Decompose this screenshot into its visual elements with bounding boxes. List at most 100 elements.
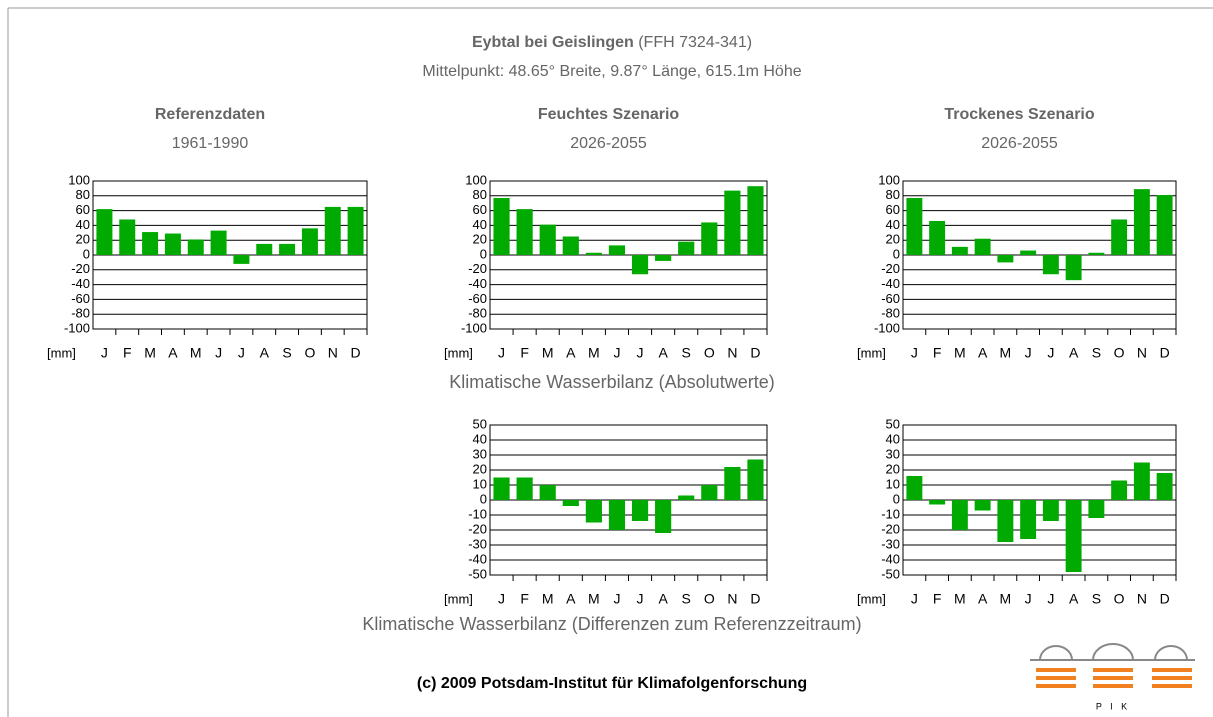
x-tick-label: A <box>1069 345 1079 361</box>
x-tick-label: J <box>637 345 644 361</box>
bar <box>142 232 159 255</box>
bar <box>701 485 718 500</box>
y-tick-label: -50 <box>468 566 487 581</box>
bar <box>562 236 579 255</box>
bar <box>974 238 991 255</box>
bar <box>655 255 672 261</box>
bar <box>279 243 296 255</box>
y-tick-label: 0 <box>83 246 90 261</box>
x-tick-label: A <box>566 591 576 607</box>
chart-title: Feuchtes Szenario <box>538 106 680 123</box>
bar <box>119 219 136 255</box>
bar <box>906 476 923 500</box>
bar <box>631 500 649 521</box>
bar <box>1088 252 1105 255</box>
y-tick-label: -40 <box>881 551 900 566</box>
x-tick-label: J <box>498 345 505 361</box>
x-tick-label: A <box>168 345 178 361</box>
bar <box>701 222 718 255</box>
logo-arch <box>1154 645 1188 661</box>
bar <box>1133 462 1150 500</box>
bar <box>608 245 626 255</box>
header-subtitle: Mittelpunkt: 48.65° Breite, 9.87° Länge,… <box>422 63 801 80</box>
x-tick-label: M <box>542 591 554 607</box>
x-tick-label: J <box>613 345 620 361</box>
y-tick-label: 10 <box>886 476 900 491</box>
y-tick-label: -20 <box>468 521 487 536</box>
y-tick-label: 40 <box>886 217 900 232</box>
x-tick-label: N <box>727 591 737 607</box>
x-tick-label: J <box>1025 591 1032 607</box>
bar <box>997 255 1014 263</box>
chart-title: Trockenes Szenario <box>944 106 1095 123</box>
x-tick-label: O <box>304 345 315 361</box>
x-tick-label: J <box>911 345 918 361</box>
bar <box>324 206 341 255</box>
y-tick-label: -60 <box>71 291 90 306</box>
y-tick-label: 30 <box>473 446 487 461</box>
bar <box>929 500 946 505</box>
y-tick-label: 0 <box>893 491 900 506</box>
x-tick-label: N <box>1137 591 1147 607</box>
y-tick-label: -20 <box>881 521 900 536</box>
bar <box>210 230 227 255</box>
bar <box>1042 500 1059 521</box>
bar <box>678 241 695 255</box>
y-tick-label: 30 <box>886 446 900 461</box>
bar <box>1156 195 1173 255</box>
x-tick-label: D <box>750 591 760 607</box>
y-tick-label: 20 <box>886 461 900 476</box>
bar <box>997 500 1014 542</box>
y-tick-label: 50 <box>473 416 487 431</box>
y-tick-label: 20 <box>886 232 900 247</box>
chart-title: Referenzdaten <box>155 106 265 123</box>
logo-bar <box>1093 684 1133 688</box>
y-tick-label: 40 <box>473 431 487 446</box>
y-tick-label: -80 <box>468 306 487 321</box>
y-tick-label: -30 <box>468 536 487 551</box>
x-tick-label: S <box>1092 591 1101 607</box>
bar <box>1111 219 1128 255</box>
x-tick-label: J <box>613 591 620 607</box>
bar <box>1065 255 1082 281</box>
y-tick-label: -80 <box>71 306 90 321</box>
bar <box>608 500 626 530</box>
bar <box>951 246 968 255</box>
bar <box>347 206 364 255</box>
y-tick-label: -20 <box>881 261 900 276</box>
logo-bar <box>1093 668 1133 672</box>
bar <box>562 500 579 506</box>
y-tick-label: 40 <box>473 217 487 232</box>
y-tick-label: 60 <box>886 202 900 217</box>
chart-subtitle: 2026-2055 <box>570 135 647 152</box>
x-tick-label: F <box>933 591 942 607</box>
x-tick-label: O <box>704 345 715 361</box>
bar <box>164 233 181 255</box>
bar <box>516 477 533 500</box>
logo-bars <box>1036 668 1192 688</box>
y-tick-label: 100 <box>68 172 90 187</box>
logo-bar <box>1036 668 1076 672</box>
y-tick-label: 20 <box>473 461 487 476</box>
bar <box>233 255 250 264</box>
x-tick-label: A <box>658 591 668 607</box>
y-tick-label: 100 <box>878 172 900 187</box>
logo-bar <box>1152 676 1192 680</box>
x-tick-label: A <box>566 345 576 361</box>
bar <box>539 224 556 255</box>
chart-subtitle: 2026-2055 <box>981 135 1058 152</box>
x-tick-label: J <box>238 345 245 361</box>
x-tick-label: A <box>658 345 668 361</box>
x-tick-label: J <box>1047 591 1054 607</box>
y-tick-label: -40 <box>881 276 900 291</box>
bar <box>1065 500 1082 572</box>
logo-text: P I K <box>1096 701 1130 711</box>
bar <box>1042 255 1059 275</box>
bar <box>747 186 764 255</box>
x-tick-label: F <box>520 591 529 607</box>
y-tick-label: 0 <box>480 491 487 506</box>
x-tick-label: O <box>1114 345 1125 361</box>
y-tick-label: -10 <box>468 506 487 521</box>
y-tick-label: -60 <box>881 291 900 306</box>
